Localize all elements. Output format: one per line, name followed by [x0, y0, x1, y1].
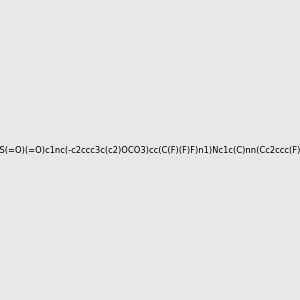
Text: O=C(CCS(=O)(=O)c1nc(-c2ccc3c(c2)OCO3)cc(C(F)(F)F)n1)Nc1c(C)nn(Cc2ccc(F)cc2)c1C: O=C(CCS(=O)(=O)c1nc(-c2ccc3c(c2)OCO3)cc(… [0, 146, 300, 154]
